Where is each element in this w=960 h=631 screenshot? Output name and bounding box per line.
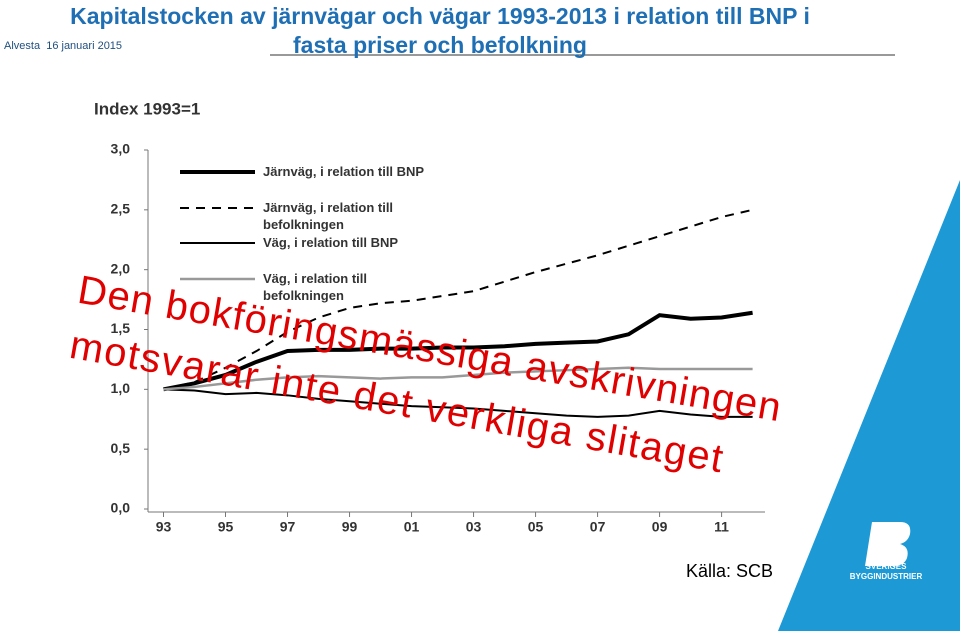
x-tick-label: 11 <box>714 519 729 535</box>
y-tick-label: 0,0 <box>111 500 131 516</box>
y-tick-label: 2,5 <box>111 201 131 217</box>
logo-text: BYGGINDUSTRIER <box>850 572 923 581</box>
location: Alvesta <box>4 40 41 52</box>
legend-label: Järnväg, i relation till BNP <box>263 164 425 179</box>
legend-label: Väg, i relation till befolkningen <box>263 271 368 303</box>
logo-mark <box>865 522 911 566</box>
logo-text: SVERIGES <box>866 562 908 571</box>
y-tick-label: 1,5 <box>111 320 131 336</box>
series-line <box>163 310 753 392</box>
x-tick-label: 03 <box>466 519 482 535</box>
y-tick-label: 2,0 <box>111 260 131 276</box>
slide-title: Kapitalstocken av järnvägar och vägar 19… <box>70 3 810 58</box>
x-tick-label: 01 <box>404 519 420 535</box>
date: 16 januari 2015 <box>46 40 123 52</box>
x-tick-label: 09 <box>652 519 668 535</box>
series-line <box>163 388 753 418</box>
x-tick-label: 97 <box>280 519 296 535</box>
y-axis-label: Index 1993=1 <box>94 99 200 118</box>
slide-meta: Alvesta 16 januari 2015 <box>4 40 122 52</box>
plot: 0,0 0,5 1,0 1,5 2,0 2,5 3,0 93 95 97 99 01 03 05 07 09 1… <box>111 141 753 535</box>
y-tick-label: 1,0 <box>111 380 131 396</box>
y-tick-label: 0,5 <box>111 440 131 456</box>
x-tick-label: 05 <box>528 519 544 535</box>
x-tick-label: 95 <box>218 519 234 535</box>
series-line <box>163 208 753 391</box>
x-tick-label: 93 <box>156 519 172 535</box>
legend-label: Järnväg, i relation till befolkningen <box>263 200 394 232</box>
y-tick-label: 3,0 <box>111 141 131 157</box>
x-tick-label: 07 <box>590 519 606 535</box>
x-tick-label: 99 <box>342 519 358 535</box>
legend-label: Väg, i relation till BNP <box>263 235 399 250</box>
corner-shape <box>778 180 960 631</box>
series-line <box>163 366 753 391</box>
source: Källa: SCB <box>686 561 774 581</box>
